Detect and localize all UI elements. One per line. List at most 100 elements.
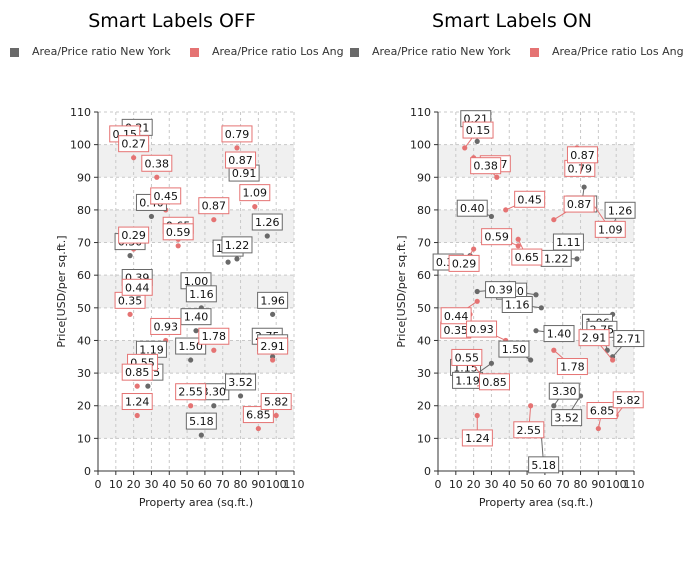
data-point <box>188 403 194 409</box>
y-tick-label: 50 <box>417 302 431 315</box>
data-label: 6.85 <box>242 406 274 424</box>
y-tick-label: 30 <box>417 367 431 380</box>
data-label: 2.91 <box>257 337 289 355</box>
data-label: 0.87 <box>225 151 257 169</box>
data-label-box <box>150 317 182 335</box>
data-label-text: 2.55 <box>517 424 542 437</box>
data-label-box <box>180 308 212 326</box>
data-label-box <box>121 393 153 411</box>
data-point <box>237 393 244 399</box>
data-label-text: 6.85 <box>590 405 615 418</box>
x-tick-label: 110 <box>284 478 305 491</box>
data-label-text: 1.50 <box>178 340 203 353</box>
data-label-text: 1.78 <box>560 361 585 374</box>
data-label: 1.24 <box>461 429 493 447</box>
data-label-text: 1.50 <box>502 343 527 356</box>
data-label-text: 1.16 <box>189 288 214 301</box>
data-label-text: 0.38 <box>473 160 498 173</box>
data-label: 3.52 <box>225 373 257 391</box>
data-label-text: 0.15 <box>466 124 491 137</box>
legend-label-new-york: Area/Price ratio New York <box>32 45 171 58</box>
data-point <box>234 145 240 151</box>
y-tick-label: 60 <box>417 269 431 282</box>
x-tick-label: 100 <box>266 478 287 491</box>
data-label: 1.19 <box>135 340 167 358</box>
data-label-box <box>461 429 493 447</box>
data-label: 0.29 <box>448 254 480 272</box>
data-label-text: 0.87 <box>570 149 595 162</box>
data-label-text: 0.40 <box>460 202 485 215</box>
data-label-text: 0.44 <box>125 281 150 294</box>
y-tick-label: 50 <box>77 302 91 315</box>
data-label: 1.40 <box>180 308 212 326</box>
data-label: 2.55 <box>513 421 545 439</box>
data-label-text: 1.22 <box>544 252 569 265</box>
data-point <box>193 328 199 334</box>
data-label-box <box>543 325 575 343</box>
x-tick-label: 40 <box>502 478 516 491</box>
data-label: 1.96 <box>257 291 289 309</box>
data-point <box>154 174 160 180</box>
data-label: 1.16 <box>501 296 533 314</box>
data-label: 0.65 <box>511 248 543 266</box>
data-label-box <box>594 220 626 238</box>
data-label: 1.16 <box>185 285 217 303</box>
data-point <box>211 347 217 353</box>
data-label: 0.38 <box>470 157 502 175</box>
data-label-box <box>221 236 253 254</box>
data-label: 0.87 <box>566 146 598 164</box>
x-tick-label: 80 <box>234 478 248 491</box>
data-point <box>515 243 521 249</box>
x-axis-title: Property area (sq.ft.) <box>479 496 593 509</box>
data-label: 0.93 <box>466 320 498 338</box>
data-label-box <box>260 393 292 411</box>
data-label-text: 0.44 <box>444 310 469 323</box>
data-point <box>581 184 587 190</box>
y-tick-label: 80 <box>77 204 91 217</box>
data-label-text: 0.59 <box>166 226 191 239</box>
x-tick-label: 50 <box>180 478 194 491</box>
data-label-box <box>141 154 173 172</box>
y-tick-label: 100 <box>410 139 431 152</box>
data-label-box <box>185 412 217 430</box>
data-label-text: 1.00 <box>184 275 209 288</box>
data-point <box>134 412 140 419</box>
data-label-text: 0.91 <box>232 167 257 180</box>
data-label-text: 1.19 <box>455 374 480 387</box>
x-tick-label: 90 <box>251 478 265 491</box>
y-tick-label: 70 <box>77 237 91 250</box>
x-tick-label: 30 <box>144 478 158 491</box>
data-label: 1.09 <box>594 220 626 238</box>
data-label-box <box>481 228 513 246</box>
data-label-box <box>225 373 257 391</box>
data-label-box <box>578 329 610 347</box>
x-tick-label: 110 <box>624 478 645 491</box>
x-tick-label: 50 <box>520 478 534 491</box>
data-label-text: 0.85 <box>125 366 150 379</box>
data-label-text: 0.35 <box>443 324 468 337</box>
data-label-text: 1.24 <box>125 396 150 409</box>
x-tick-label: 70 <box>216 478 230 491</box>
data-label-text: 2.55 <box>178 386 203 399</box>
data-label: 3.52 <box>551 409 583 427</box>
data-label-text: 1.26 <box>608 204 633 217</box>
data-label-text: 1.24 <box>465 432 490 445</box>
data-point <box>198 432 204 438</box>
data-label-box <box>548 382 580 400</box>
y-tick-label: 0 <box>424 465 431 478</box>
x-tick-label: 80 <box>574 478 588 491</box>
data-label: 1.22 <box>221 236 253 254</box>
data-label-box <box>225 151 257 169</box>
data-point <box>134 383 140 389</box>
data-label: 1.50 <box>175 337 207 355</box>
x-tick-label: 40 <box>162 478 176 491</box>
data-label-box <box>612 391 644 409</box>
x-tick-label: 20 <box>127 478 141 491</box>
chart-title-left: Smart Labels OFF <box>88 10 256 32</box>
x-tick-label: 60 <box>538 478 552 491</box>
chart-smart-labels-on: 0 10 20 30 40 50 60 70 80 90 100110010203040506070… <box>395 106 645 509</box>
chart-smart-labels-off: 0 10 20 30 40 50 60 70 80 90 100110010203040506070… <box>55 106 305 509</box>
y-tick-label: 40 <box>417 334 431 347</box>
data-label-box <box>498 340 530 358</box>
y-tick-label: 10 <box>417 432 431 445</box>
